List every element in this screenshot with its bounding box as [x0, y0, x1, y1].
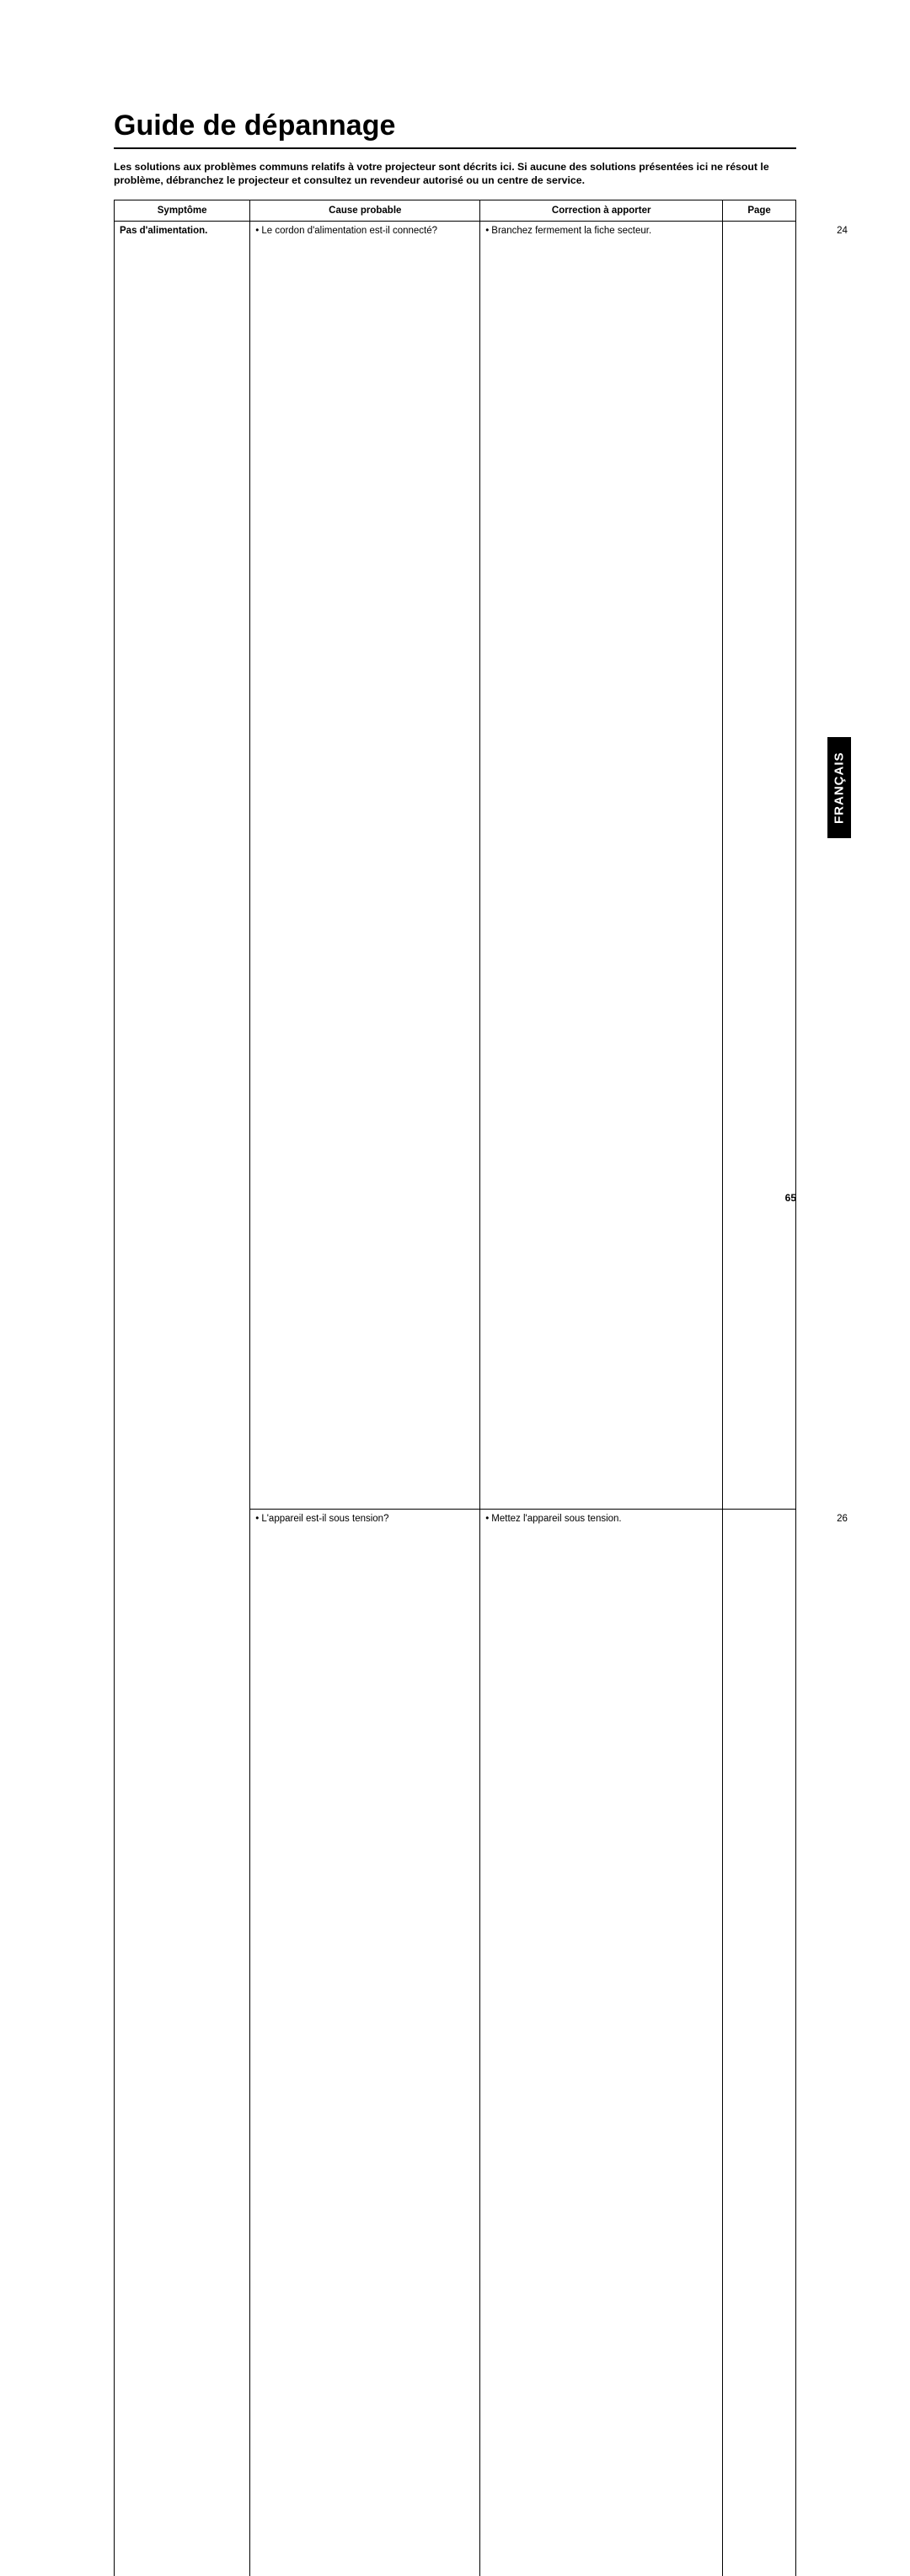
cause-cell: •L'appareil est-il sous tension? [250, 1510, 480, 2576]
cause-cell: •Le cordon d'alimentation est-il connect… [250, 222, 480, 1510]
page-number: 65 [785, 1192, 796, 1204]
troubleshooting-table: Symptôme Cause probable Correction à app… [114, 200, 796, 2576]
page-cell: 26 [723, 1510, 796, 2576]
page-title: Guide de dépannage [114, 110, 796, 149]
correction-cell: •Mettez l'appareil sous tension. [480, 1510, 723, 2576]
col-cause: Cause probable [250, 200, 480, 221]
table-header-row: Symptôme Cause probable Correction à app… [115, 200, 796, 221]
correction-cell: •Branchez fermement la fiche secteur. [480, 222, 723, 1510]
document-page: Guide de dépannage Les solutions aux pro… [0, 0, 910, 1288]
symptom-cell: Pas d'alimentation. [115, 222, 250, 2576]
intro-paragraph: Les solutions aux problèmes communs rela… [114, 161, 796, 188]
page-cell: 24 [723, 222, 796, 1510]
table-row: Pas d'alimentation.•Le cordon d'alimenta… [115, 222, 796, 1510]
language-tab: FRANÇAIS [827, 737, 851, 838]
col-symptom: Symptôme [115, 200, 250, 221]
col-correction: Correction à apporter [480, 200, 723, 221]
col-page: Page [723, 200, 796, 221]
